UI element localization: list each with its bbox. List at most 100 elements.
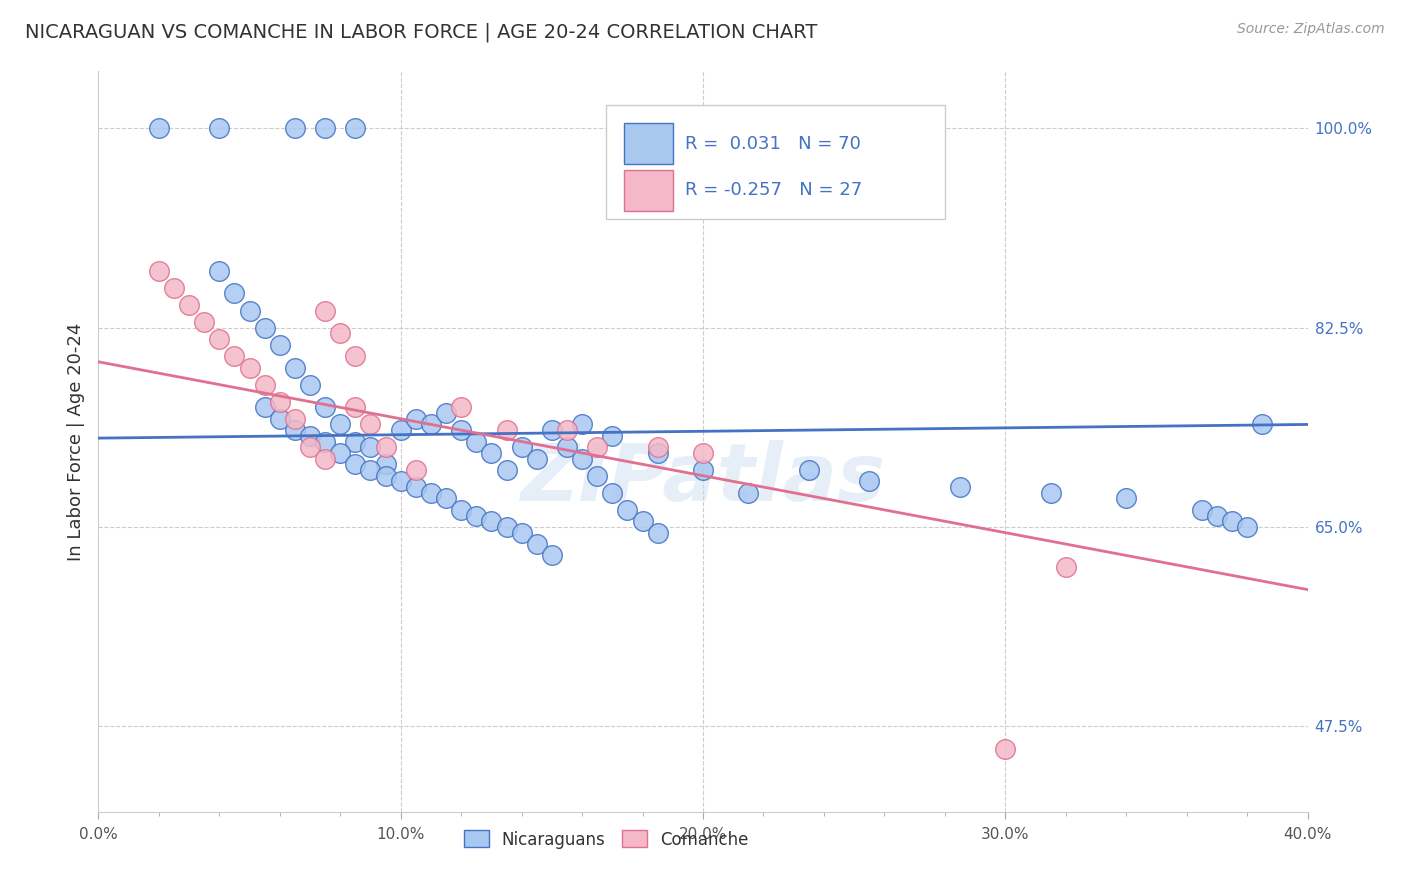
Text: ZIPatlas: ZIPatlas (520, 440, 886, 517)
Point (526, 537, 548, 551)
Point (314, 434, 336, 449)
Point (284, 121, 307, 136)
Point (389, 423, 412, 437)
Point (284, 411, 307, 425)
Point (239, 360, 262, 375)
Point (420, 485, 443, 500)
Point (360, 417, 382, 432)
Point (1039, 485, 1062, 500)
Point (179, 298, 201, 312)
Point (481, 446, 503, 460)
Point (224, 286, 246, 301)
Point (329, 326, 352, 341)
Point (208, 263, 231, 277)
Point (571, 451, 593, 466)
Point (344, 401, 367, 415)
Point (253, 320, 276, 334)
Point (692, 446, 714, 460)
Point (434, 491, 457, 506)
Point (344, 349, 367, 363)
Point (1236, 520, 1258, 534)
Point (148, 263, 170, 277)
Bar (624, 169, 673, 211)
Point (495, 423, 517, 437)
Point (555, 423, 578, 437)
Point (510, 440, 533, 454)
Point (540, 549, 562, 563)
Point (450, 423, 472, 437)
Point (1220, 514, 1243, 528)
Point (389, 475, 412, 489)
Point (344, 458, 367, 472)
Y-axis label: In Labor Force | Age 20-24: In Labor Force | Age 20-24 (66, 322, 84, 561)
Point (360, 463, 382, 477)
Point (858, 475, 880, 489)
Point (510, 525, 533, 540)
Point (586, 468, 609, 483)
Point (737, 485, 759, 500)
Point (647, 525, 669, 540)
Point (374, 468, 396, 483)
Point (647, 446, 669, 460)
Point (481, 514, 503, 528)
Point (1206, 508, 1229, 523)
Point (555, 440, 578, 454)
Point (193, 315, 215, 329)
Point (299, 440, 322, 454)
Point (269, 394, 291, 409)
Point (208, 121, 231, 136)
Point (571, 417, 593, 432)
Point (631, 514, 654, 528)
Point (994, 742, 1017, 756)
Point (344, 121, 367, 136)
Point (284, 360, 307, 375)
Bar (624, 123, 673, 164)
Point (540, 423, 562, 437)
Point (465, 434, 488, 449)
Point (1115, 491, 1137, 506)
Text: Source: ZipAtlas.com: Source: ZipAtlas.com (1237, 22, 1385, 37)
Bar (606, 104, 945, 219)
Point (253, 377, 276, 392)
Point (692, 463, 714, 477)
Point (495, 520, 517, 534)
Point (329, 417, 352, 432)
Point (314, 451, 336, 466)
Point (284, 423, 307, 437)
Point (269, 411, 291, 425)
Point (314, 303, 336, 318)
Point (949, 480, 972, 494)
Point (148, 121, 170, 136)
Point (495, 463, 517, 477)
Point (1251, 417, 1274, 432)
Point (450, 401, 472, 415)
Point (405, 480, 427, 494)
Point (239, 303, 262, 318)
Point (269, 337, 291, 351)
Point (586, 440, 609, 454)
Point (329, 446, 352, 460)
Point (163, 281, 186, 295)
Point (1191, 503, 1213, 517)
Point (253, 401, 276, 415)
Point (314, 401, 336, 415)
Text: R = -0.257   N = 27: R = -0.257 N = 27 (685, 181, 862, 199)
Point (647, 440, 669, 454)
Point (465, 508, 488, 523)
Point (405, 411, 427, 425)
Point (434, 406, 457, 420)
Point (602, 429, 624, 443)
Point (797, 463, 820, 477)
Point (208, 332, 231, 346)
Point (299, 377, 322, 392)
Text: NICARAGUAN VS COMANCHE IN LABOR FORCE | AGE 20-24 CORRELATION CHART: NICARAGUAN VS COMANCHE IN LABOR FORCE | … (25, 22, 818, 42)
Point (374, 458, 396, 472)
Point (314, 121, 336, 136)
Legend: Nicaraguans, Comanche: Nicaraguans, Comanche (457, 823, 755, 855)
Point (420, 417, 443, 432)
Point (616, 503, 638, 517)
Point (360, 440, 382, 454)
Point (602, 485, 624, 500)
Point (526, 451, 548, 466)
Point (224, 349, 246, 363)
